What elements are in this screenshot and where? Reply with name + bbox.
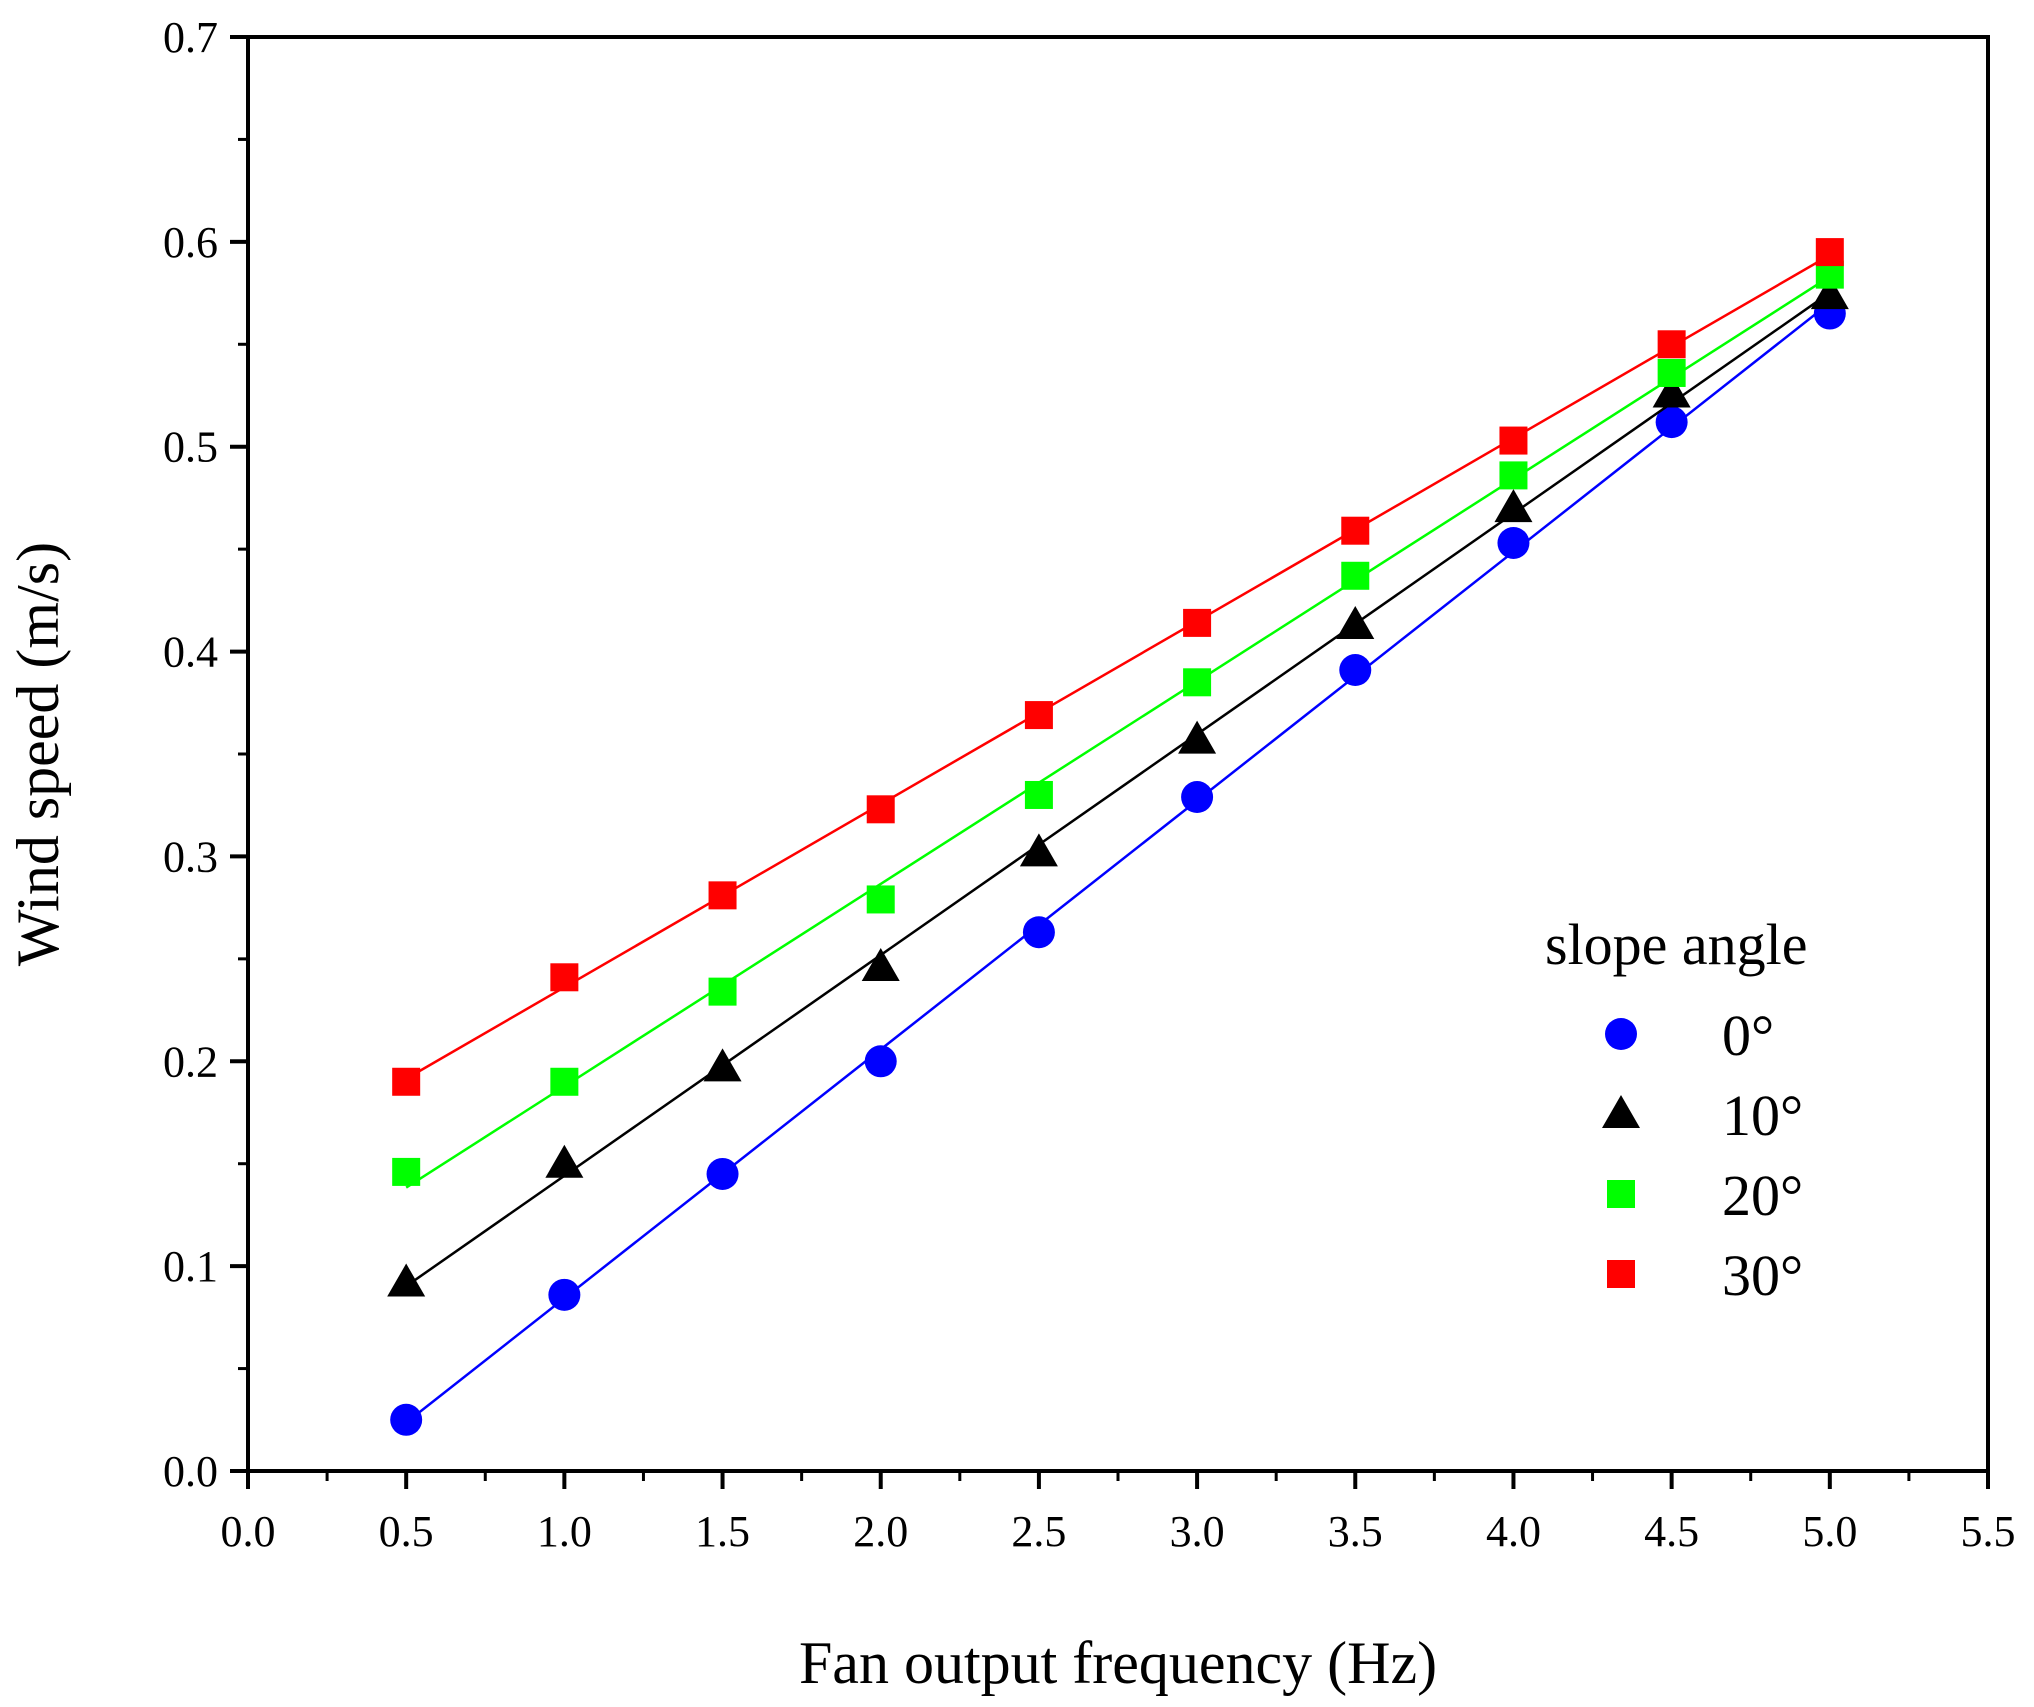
data-point (1178, 720, 1217, 754)
series-layer (387, 238, 1849, 1436)
series-fit-line (405, 301, 1831, 1424)
y-tick-label: 0.6 (163, 218, 218, 267)
y-tick-label: 0.1 (163, 1242, 218, 1291)
data-point (1499, 461, 1528, 490)
y-tick-label: 0.2 (163, 1037, 218, 1086)
data-point (392, 1067, 421, 1096)
x-tick-label: 2.5 (1011, 1507, 1066, 1556)
x-tick-label: 0.5 (379, 1507, 434, 1556)
data-point (861, 948, 900, 982)
data-point (866, 795, 895, 824)
x-tick-label: 3.5 (1328, 1507, 1383, 1556)
data-point (1810, 276, 1849, 310)
data-point (1183, 608, 1212, 637)
legend-label: 10° (1722, 1083, 1803, 1148)
series-fit-line (405, 254, 1831, 1080)
series-0 (390, 297, 1846, 1436)
x-tick-label: 4.0 (1486, 1507, 1541, 1556)
legend-marker (1605, 1018, 1637, 1050)
data-point (1494, 489, 1533, 523)
x-tick-label: 5.5 (1961, 1507, 2016, 1556)
data-point (708, 977, 737, 1006)
data-point (1024, 701, 1053, 730)
legend-marker (1602, 1095, 1640, 1128)
data-point (1024, 780, 1053, 809)
series-1 (387, 276, 1849, 1297)
series-2 (392, 260, 1844, 1189)
x-tick-label: 2.0 (853, 1507, 908, 1556)
data-point (866, 885, 895, 914)
data-point (1181, 781, 1214, 814)
data-point (545, 1144, 584, 1178)
data-point (708, 881, 737, 910)
x-tick-label: 3.0 (1170, 1507, 1225, 1556)
legend: slope angle 0° 10° 20° 30° (1545, 912, 1808, 1308)
data-point (706, 1157, 739, 1190)
series-3 (392, 238, 1844, 1096)
data-point (390, 1403, 423, 1436)
x-axis-title: Fan output frequency (Hz) (799, 1630, 1437, 1696)
y-tick-label: 0.3 (163, 832, 218, 881)
data-point (1339, 654, 1372, 687)
legend-title: slope angle (1545, 912, 1808, 977)
data-point (1499, 426, 1528, 455)
data-point (1497, 526, 1530, 559)
data-point (1652, 374, 1691, 408)
data-point (550, 963, 579, 992)
data-point (703, 1048, 742, 1082)
data-point (550, 1067, 579, 1096)
data-point (1657, 358, 1686, 387)
data-point (1341, 516, 1370, 545)
x-tick-label: 4.5 (1644, 1507, 1699, 1556)
legend-marker (1607, 1260, 1635, 1288)
legend-label: 30° (1722, 1243, 1803, 1308)
data-point (392, 1157, 421, 1186)
data-point (387, 1263, 426, 1297)
data-point (1657, 330, 1686, 359)
data-point (1815, 238, 1844, 267)
y-tick-label: 0.0 (163, 1447, 218, 1496)
legend-label: 20° (1722, 1163, 1803, 1228)
y-axis: 0.0 0.1 0.2 0.3 0.4 0.5 0.6 0.7 (163, 13, 248, 1496)
data-point (1341, 561, 1370, 590)
y-tick-label: 0.7 (163, 13, 218, 62)
x-tick-label: 0.0 (221, 1507, 276, 1556)
x-axis: 0.0 0.5 1.0 1.5 2.0 2.5 3.0 3.5 4.0 4.5 5.0 5.5 (221, 1471, 2016, 1556)
data-point (864, 1045, 897, 1078)
y-tick-label: 0.5 (163, 423, 218, 472)
series-fit-line (405, 291, 1831, 1288)
data-point (1022, 916, 1055, 949)
legend-label: 0° (1722, 1003, 1774, 1068)
x-tick-label: 1.5 (695, 1507, 750, 1556)
x-tick-label: 1.0 (537, 1507, 592, 1556)
x-tick-label: 5.0 (1802, 1507, 1857, 1556)
data-point (1655, 406, 1688, 439)
data-point (548, 1278, 581, 1311)
legend-marker (1607, 1180, 1635, 1208)
y-tick-label: 0.4 (163, 628, 218, 677)
y-axis-title: Wind speed (m/s) (5, 542, 71, 966)
series-fit-line (405, 275, 1831, 1189)
data-point (1336, 605, 1375, 639)
data-point (1019, 833, 1058, 867)
data-point (1183, 668, 1212, 697)
